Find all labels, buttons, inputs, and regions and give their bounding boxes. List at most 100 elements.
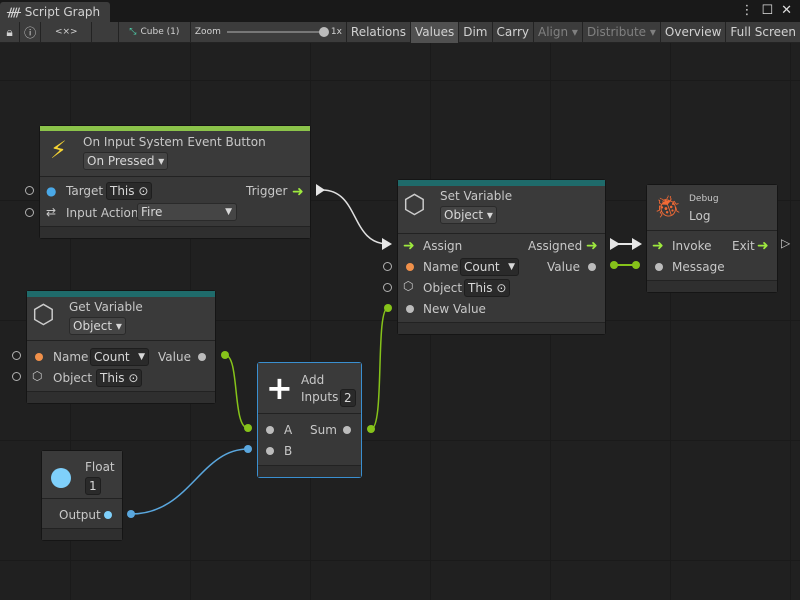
b-label: B: [284, 444, 293, 458]
object-label: Cube (1): [140, 27, 180, 37]
name-port[interactable]: [406, 263, 414, 271]
input-action-value: Fire: [141, 205, 163, 219]
variable-cube-icon: ⬡: [403, 190, 426, 220]
input-action-label: Input Action: [66, 206, 139, 220]
graph-icon: ᚎ: [7, 5, 25, 19]
exit-label: Exit: [732, 239, 755, 253]
toolbar: 🔒︎ ⓘ <×> ⤡ Cube (1) Zoom 1x Relations Val…: [0, 21, 800, 43]
input-action-icon: ⇄: [46, 205, 57, 219]
maximize-icon[interactable]: ☐: [761, 3, 774, 18]
distribute-dropdown[interactable]: Distribute ▾: [583, 21, 661, 43]
invoke-label: Invoke: [672, 239, 712, 253]
zoom-slider-handle[interactable]: [318, 27, 329, 37]
kebab-icon[interactable]: ⋮: [740, 3, 754, 18]
object-selector[interactable]: ⤡ Cube (1): [119, 21, 191, 43]
node-title: Set Variable: [440, 189, 513, 203]
node-category: Debug: [689, 194, 719, 204]
flow-out-icon[interactable]: ➜: [292, 184, 304, 200]
new-value-label: New Value: [423, 302, 486, 316]
b-port[interactable]: [266, 447, 274, 455]
message-port[interactable]: [655, 263, 663, 271]
value-label: Value: [158, 350, 191, 364]
object-label: Object: [53, 371, 93, 385]
exit-port-icon[interactable]: ▷: [781, 236, 791, 250]
float-literal-node[interactable]: Float 1 Output: [41, 450, 123, 541]
float-value-field[interactable]: 1: [85, 477, 101, 495]
node-title: Log: [689, 209, 711, 223]
get-variable-node[interactable]: ⬡ Get Variable Object ▾ Name Count ▼ Valu…: [26, 290, 216, 404]
assign-label: Assign: [423, 239, 463, 253]
target-port[interactable]: [25, 186, 34, 195]
object-in-port[interactable]: [383, 283, 392, 292]
name-field[interactable]: Count ▼: [460, 258, 519, 276]
object-label: Object: [423, 281, 463, 295]
set-variable-node[interactable]: ⬡ Set Variable Object ▾ ➜ Assign Assigne…: [397, 179, 606, 335]
zoom-control[interactable]: Zoom 1x: [191, 21, 347, 43]
flow-out-icon[interactable]: ➜: [586, 238, 598, 254]
lightning-icon: ⚡: [50, 136, 67, 164]
inputs-label: Inputs: [301, 390, 339, 404]
window-title: Script Graph: [24, 5, 101, 19]
object-value: This: [100, 371, 125, 385]
object-field[interactable]: This ⊙: [96, 369, 143, 387]
node-title: On Input System Event Button: [83, 135, 266, 149]
script-graph-tab[interactable]: ᚎ Script Graph: [0, 2, 110, 22]
add-node[interactable]: + Add Inputs 2 A Sum B: [257, 362, 362, 478]
mode-dropdown[interactable]: On Pressed ▾: [83, 152, 169, 170]
bug-icon: 🐞︎: [654, 195, 682, 220]
info-icon[interactable]: ⓘ: [20, 21, 42, 43]
target-label: Target: [66, 184, 104, 198]
name-port[interactable]: [35, 353, 43, 361]
lock-icon[interactable]: 🔒︎: [0, 21, 21, 43]
input-action-dropdown[interactable]: Fire ▼: [137, 203, 237, 221]
embed-button[interactable]: <×>: [41, 21, 93, 43]
input-action-port[interactable]: [25, 208, 34, 217]
kind-dropdown[interactable]: Object ▾: [440, 206, 497, 224]
title-bar: ᚎ Script Graph ⋮ ☐ ✕: [0, 0, 800, 22]
name-in-port[interactable]: [383, 262, 392, 271]
kind-dropdown[interactable]: Object ▾: [69, 317, 126, 335]
on-input-system-event-node[interactable]: ⚡ On Input System Event Button On Presse…: [39, 125, 311, 239]
carry-button[interactable]: Carry: [493, 21, 534, 43]
object-in-port[interactable]: [12, 372, 21, 381]
inputs-count-field[interactable]: 2: [340, 389, 356, 407]
kind-value: Object: [73, 319, 113, 333]
zoom-slider[interactable]: [226, 27, 329, 37]
node-title: Float: [85, 460, 115, 474]
float-icon: [51, 468, 71, 488]
name-field[interactable]: Count ▼: [90, 348, 149, 366]
a-port[interactable]: [266, 426, 274, 434]
output-port[interactable]: [104, 511, 112, 519]
sum-port[interactable]: [343, 426, 351, 434]
value-out-port[interactable]: [198, 353, 206, 361]
sum-label: Sum: [310, 423, 337, 437]
value-label: Value: [547, 260, 580, 274]
dim-button[interactable]: Dim: [459, 21, 493, 43]
values-button[interactable]: Values: [411, 21, 460, 43]
flow-out-icon[interactable]: ➜: [757, 238, 769, 254]
overview-button[interactable]: Overview: [661, 21, 727, 43]
full-screen-button[interactable]: Full Screen: [730, 25, 796, 39]
align-dropdown[interactable]: Align ▾: [534, 21, 583, 43]
spacer: [92, 21, 119, 43]
name-label: Name: [53, 350, 89, 364]
object-value: This: [468, 281, 493, 295]
zoom-value: 1x: [330, 27, 342, 37]
object-field[interactable]: This ⊙: [464, 279, 511, 297]
close-icon[interactable]: ✕: [781, 3, 792, 18]
variable-cube-icon: ⬡: [32, 300, 55, 330]
new-value-port[interactable]: [406, 305, 414, 313]
assigned-label: Assigned: [528, 239, 583, 253]
flow-in-icon[interactable]: ➜: [652, 238, 664, 254]
name-in-port[interactable]: [12, 351, 21, 360]
flow-in-icon[interactable]: ➜: [403, 238, 415, 254]
cube-icon: ⬡: [403, 279, 414, 293]
relations-button[interactable]: Relations: [347, 21, 412, 43]
value-out-port[interactable]: [588, 263, 596, 271]
debug-log-node[interactable]: 🐞︎ Debug Log ➜ Invoke Exit ➜ Message: [646, 184, 778, 293]
zoom-label: Zoom: [194, 27, 221, 37]
hierarchy-icon: ⤡: [129, 27, 137, 37]
node-title: Get Variable: [69, 300, 143, 314]
message-label: Message: [672, 260, 725, 274]
target-field[interactable]: This ⊙: [106, 182, 153, 200]
